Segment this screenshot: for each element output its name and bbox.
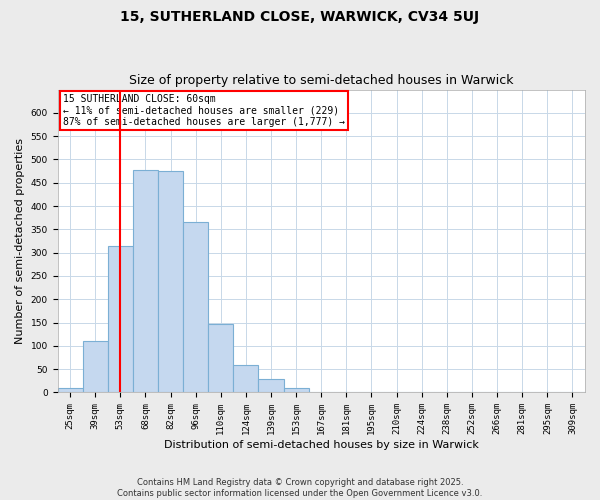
Bar	[108, 246, 133, 392]
Y-axis label: Number of semi-detached properties: Number of semi-detached properties	[15, 138, 25, 344]
X-axis label: Distribution of semi-detached houses by size in Warwick: Distribution of semi-detached houses by …	[164, 440, 479, 450]
Bar	[83, 341, 108, 392]
Bar	[233, 364, 259, 392]
Bar	[133, 170, 158, 392]
Bar	[284, 388, 309, 392]
Title: Size of property relative to semi-detached houses in Warwick: Size of property relative to semi-detach…	[129, 74, 514, 87]
Text: 15, SUTHERLAND CLOSE, WARWICK, CV34 5UJ: 15, SUTHERLAND CLOSE, WARWICK, CV34 5UJ	[121, 10, 479, 24]
Text: 15 SUTHERLAND CLOSE: 60sqm
← 11% of semi-detached houses are smaller (229)
87% o: 15 SUTHERLAND CLOSE: 60sqm ← 11% of semi…	[63, 94, 345, 128]
Bar	[259, 380, 284, 392]
Bar	[58, 388, 83, 392]
Bar	[183, 222, 208, 392]
Bar	[158, 171, 183, 392]
Text: Contains HM Land Registry data © Crown copyright and database right 2025.
Contai: Contains HM Land Registry data © Crown c…	[118, 478, 482, 498]
Bar	[208, 324, 233, 392]
